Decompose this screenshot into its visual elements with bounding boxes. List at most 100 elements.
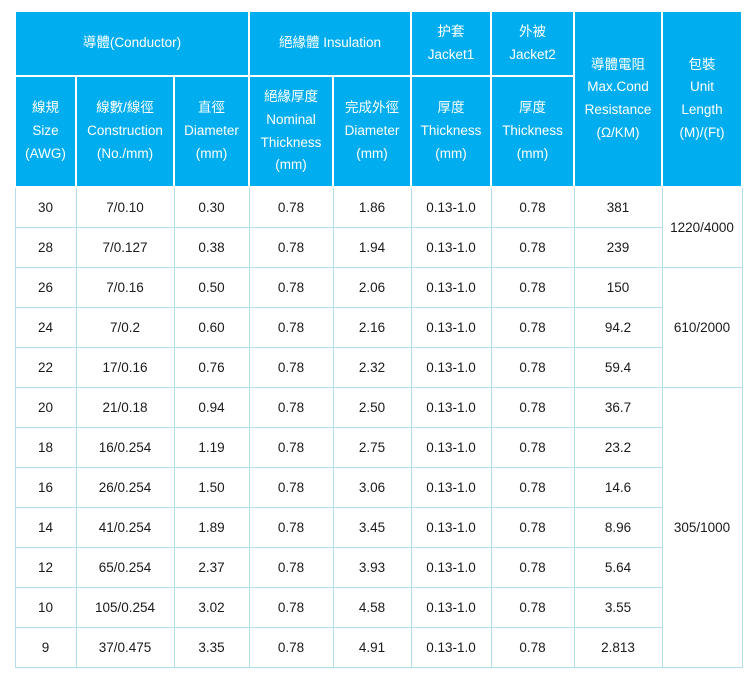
cell-jacket1-thickness: 0.13-1.0 (410, 426, 492, 468)
cell-size: 20 (14, 386, 77, 428)
cell-size: 16 (14, 466, 77, 508)
cell-size: 10 (14, 586, 77, 628)
cell-resistance: 3.55 (573, 586, 663, 628)
cell-jacket2-thickness: 0.78 (490, 426, 575, 468)
wire-spec-table: 導體(Conductor) 絕緣體 Insulation 护套 Jacket1 … (14, 10, 744, 668)
cell-size: 26 (14, 266, 77, 308)
header-column-row: 線規 Size (AWG) 線數/線徑 Construction (No./mm… (14, 75, 742, 188)
cell-insulation-thickness: 0.78 (248, 386, 334, 428)
cell-conductor-diameter: 3.02 (173, 586, 250, 628)
cell-construction: 7/0.2 (75, 306, 175, 348)
cell-construction: 21/0.18 (75, 386, 175, 428)
cell-insulation-thickness: 0.78 (248, 266, 334, 308)
cell-jacket1-thickness: 0.13-1.0 (410, 226, 492, 268)
cell-jacket2-thickness: 0.78 (490, 586, 575, 628)
cell-finished-diameter: 2.50 (332, 386, 412, 428)
cell-jacket1-thickness: 0.13-1.0 (410, 626, 492, 668)
cell-resistance: 36.7 (573, 386, 663, 428)
cell-insulation-thickness: 0.78 (248, 466, 334, 508)
cell-conductor-diameter: 2.37 (173, 546, 250, 588)
table-body: 30 7/0.10 0.30 0.78 1.86 0.13-1.0 0.78 381 1220/… (14, 186, 743, 668)
wire-spec-table-container: 導體(Conductor) 絕緣體 Insulation 护套 Jacket1 … (14, 10, 744, 668)
table-row: 22 17/0.16 0.76 0.78 2.32 0.13-1.0 0.78 59.4 (14, 346, 742, 388)
cell-jacket1-thickness: 0.13-1.0 (410, 586, 492, 628)
cell-construction: 26/0.254 (75, 466, 175, 508)
cell-size: 24 (14, 306, 77, 348)
cell-size: 12 (14, 546, 77, 588)
table-row: 10 105/0.254 3.02 0.78 4.58 0.13-1.0 0.78 3.55 (14, 586, 742, 628)
header-column-finished-diameter: 完成外徑 Diameter (mm) (331, 75, 413, 188)
cell-resistance: 5.64 (573, 546, 663, 588)
cell-unit-length: 610/2000 (661, 266, 743, 388)
table-row: 16 26/0.254 1.50 0.78 3.06 0.13-1.0 0.78 14.6 (14, 466, 742, 508)
cell-construction: 7/0.16 (75, 266, 175, 308)
cell-finished-diameter: 2.32 (332, 346, 412, 388)
table-row: 28 7/0.127 0.38 0.78 1.94 0.13-1.0 0.78 239 (14, 226, 742, 268)
header-column-jacket2-thickness: 厚度 Thickness (mm) (490, 75, 576, 188)
cell-finished-diameter: 1.86 (332, 186, 412, 228)
header-group-row: 導體(Conductor) 絕緣體 Insulation 护套 Jacket1 … (14, 10, 744, 188)
cell-finished-diameter: 4.58 (332, 586, 412, 628)
cell-conductor-diameter: 1.89 (173, 506, 250, 548)
cell-resistance: 8.96 (573, 506, 663, 548)
cell-jacket2-thickness: 0.78 (490, 546, 575, 588)
cell-insulation-thickness: 0.78 (248, 346, 334, 388)
header-group-jacket1: 护套 Jacket1 (410, 10, 493, 77)
cell-jacket1-thickness: 0.13-1.0 (410, 466, 492, 508)
cell-conductor-diameter: 1.50 (173, 466, 250, 508)
header-group-insulation: 絕緣體 Insulation (247, 10, 413, 77)
cell-jacket2-thickness: 0.78 (490, 306, 575, 348)
cell-jacket1-thickness: 0.13-1.0 (410, 506, 492, 548)
header-column-insulation-thickness: 絕緣厚度 Nominal Thickness (mm) (248, 75, 334, 188)
cell-size: 28 (14, 226, 77, 268)
cell-conductor-diameter: 0.38 (173, 226, 250, 268)
header-group-jacket2: 外被 Jacket2 (490, 10, 576, 77)
cell-construction: 16/0.254 (75, 426, 175, 468)
header-column-size: 線規 Size (AWG) (14, 75, 77, 188)
cell-conductor-diameter: 1.19 (173, 426, 250, 468)
cell-conductor-diameter: 0.94 (173, 386, 250, 428)
header-column-jacket1-thickness: 厚度 Thickness (mm) (410, 75, 493, 188)
cell-unit-length: 1220/4000 (661, 186, 743, 268)
cell-resistance: 59.4 (573, 346, 663, 388)
cell-jacket1-thickness: 0.13-1.0 (410, 266, 492, 308)
table-row: 18 16/0.254 1.19 0.78 2.75 0.13-1.0 0.78 23.2 (14, 426, 742, 468)
cell-conductor-diameter: 0.60 (173, 306, 250, 348)
cell-finished-diameter: 3.45 (332, 506, 412, 548)
cell-construction: 41/0.254 (75, 506, 175, 548)
cell-resistance: 94.2 (573, 306, 663, 348)
cell-resistance: 381 (573, 186, 663, 228)
cell-conductor-diameter: 0.30 (173, 186, 250, 228)
cell-resistance: 239 (573, 226, 663, 268)
cell-jacket2-thickness: 0.78 (490, 506, 575, 548)
cell-finished-diameter: 1.94 (332, 226, 412, 268)
cell-jacket2-thickness: 0.78 (490, 626, 575, 668)
cell-jacket2-thickness: 0.78 (490, 266, 575, 308)
cell-construction: 7/0.10 (75, 186, 175, 228)
cell-resistance: 150 (573, 266, 663, 308)
cell-jacket1-thickness: 0.13-1.0 (410, 386, 492, 428)
cell-insulation-thickness: 0.78 (248, 426, 334, 468)
cell-jacket1-thickness: 0.13-1.0 (410, 186, 492, 228)
cell-jacket2-thickness: 0.78 (490, 386, 575, 428)
header-column-conductor-diameter: 直徑 Diameter (mm) (173, 75, 250, 188)
cell-jacket2-thickness: 0.78 (490, 186, 575, 228)
cell-construction: 37/0.475 (75, 626, 175, 668)
cell-jacket1-thickness: 0.13-1.0 (410, 546, 492, 588)
table-row: 20 21/0.18 0.94 0.78 2.50 0.13-1.0 0.78 36.7 305… (14, 386, 743, 668)
cell-conductor-diameter: 0.50 (173, 266, 250, 308)
cell-unit-length: 305/1000 (661, 386, 743, 668)
cell-jacket1-thickness: 0.13-1.0 (410, 306, 492, 348)
cell-finished-diameter: 2.16 (332, 306, 412, 348)
cell-insulation-thickness: 0.78 (248, 226, 334, 268)
table-row: 9 37/0.475 3.35 0.78 4.91 0.13-1.0 0.78 2.813 (14, 626, 742, 668)
table-row: 24 7/0.2 0.60 0.78 2.16 0.13-1.0 0.78 94.2 (14, 306, 742, 348)
header-column-unit-length: 包裝 Unit Length (M)/(Ft) (661, 10, 744, 188)
cell-finished-diameter: 2.75 (332, 426, 412, 468)
header-group-conductor: 導體(Conductor) (14, 10, 250, 77)
cell-size: 18 (14, 426, 77, 468)
cell-finished-diameter: 3.93 (332, 546, 412, 588)
cell-finished-diameter: 4.91 (332, 626, 412, 668)
table-row: 30 7/0.10 0.30 0.78 1.86 0.13-1.0 0.78 381 1220/… (14, 186, 743, 268)
cell-conductor-diameter: 0.76 (173, 346, 250, 388)
